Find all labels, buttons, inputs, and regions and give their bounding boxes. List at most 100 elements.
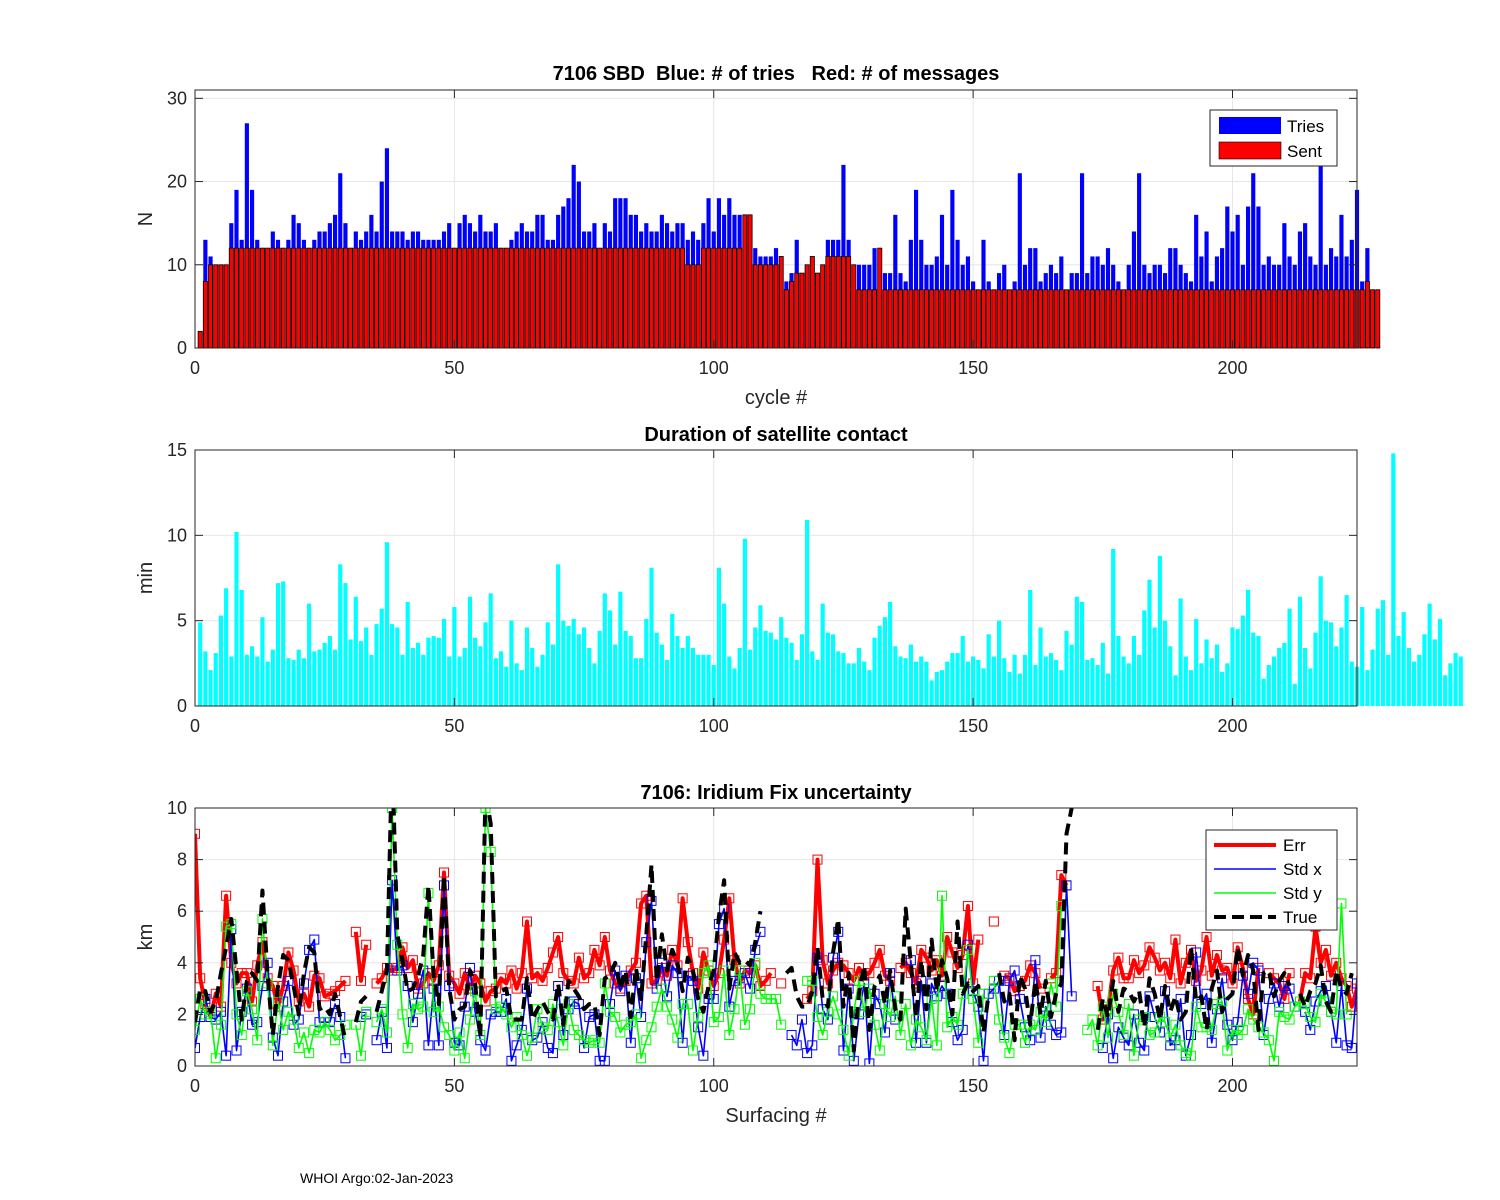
marker-stdx [802,1048,813,1059]
bar-sent [394,247,400,349]
marker-err [1154,965,1165,976]
tick-label-x: 0 [190,358,200,378]
tick-label-x: 0 [190,716,200,736]
bar-duration [1178,598,1183,706]
bar-sent [239,247,245,349]
marker-err [1320,944,1331,955]
bar-duration [208,670,213,706]
marker-stdy [942,1022,953,1033]
marker-stdx [879,1027,890,1038]
marker-stdx [433,1040,444,1051]
bar-sent [856,289,862,349]
bar-duration [1214,644,1220,706]
bar-duration [856,647,862,706]
bar-duration [1422,634,1427,706]
bar-duration [343,583,348,706]
bar-duration [794,659,799,706]
bar-duration [789,642,794,706]
bar-duration [535,666,540,706]
bar-sent [882,289,888,349]
bar-duration [747,649,753,706]
bar-duration [799,634,805,706]
tick-label-y: 0 [177,1056,187,1076]
bar-duration [597,630,602,706]
bar-tries [1256,206,1261,348]
bar-sent [1095,289,1101,349]
marker-err [542,962,553,973]
marker-stdy [667,1014,678,1025]
bar-sent [1089,289,1095,349]
marker-stdy [828,991,839,1002]
marker-err [589,944,600,955]
marker-stdx [848,1055,859,1066]
bar-sent [420,247,426,349]
bar-duration [991,656,996,706]
marker-stdy [1118,1030,1129,1041]
marker-stdy [1030,1024,1041,1035]
marker-err [869,957,880,968]
marker-stdy [454,1027,465,1038]
bar-sent [1214,289,1220,349]
bar-sent [695,264,701,349]
bar-sent [368,247,374,349]
bar-sent [353,247,359,349]
tick-label-y: 6 [177,901,187,921]
marker-err [1211,950,1222,961]
bar-duration [742,538,747,706]
marker-err [874,944,885,955]
axes-box [194,89,1358,349]
marker-stdy [651,1001,662,1012]
bar-duration [1417,654,1422,706]
bar-sent [529,247,535,349]
marker-stdy [620,1019,631,1030]
bar-sent [1064,289,1069,349]
bar-sent [1053,289,1059,349]
tick-label-x: 50 [444,1076,464,1096]
marker-stdy [397,1009,408,1020]
bar-duration [452,607,457,706]
bar-sent [389,247,395,349]
bar-sent [1276,289,1282,349]
legend-swatch-tries [1219,117,1281,134]
bar-sent [866,289,872,349]
bar-duration [265,661,270,706]
bar-duration [1017,673,1022,706]
marker-stdx [656,957,667,968]
marker-stdy [371,1017,382,1028]
bar-duration [654,632,659,706]
bar-duration [810,651,815,706]
bar-tries [1017,173,1022,348]
bar-sent [503,247,509,349]
bar-sent [1250,289,1256,349]
bar-duration [613,644,618,706]
marker-stdy [900,999,911,1010]
bar-duration [1453,653,1458,706]
marker-stdy [734,965,745,976]
marker-stdy [1175,1040,1186,1051]
bar-sent [441,247,447,349]
bar-duration [758,605,763,706]
bar-duration [447,656,452,706]
bar-sent [680,247,686,349]
bar-duration [1121,656,1126,706]
marker-stdy [215,1019,226,1030]
marker-stdy [973,1037,984,1048]
bar-sent [591,247,597,349]
bar-duration [348,639,353,706]
marker-err [1305,973,1316,984]
marker-stdy [838,1024,849,1035]
marker-stdy [708,1017,719,1028]
bar-duration [1157,555,1162,706]
bar-duration [571,618,576,706]
marker-stdy [978,988,989,999]
bar-duration [379,608,384,706]
marker-stdx [195,1042,200,1053]
series-line-true [195,808,1354,1053]
marker-err [1118,973,1129,984]
marker-stdy [1191,1001,1202,1012]
marker-stdx [1035,1032,1046,1043]
marker-stdy [931,1040,942,1051]
tick-label-y: 2 [177,1004,187,1024]
bar-sent [1224,289,1230,349]
marker-stdx [1346,1042,1357,1053]
